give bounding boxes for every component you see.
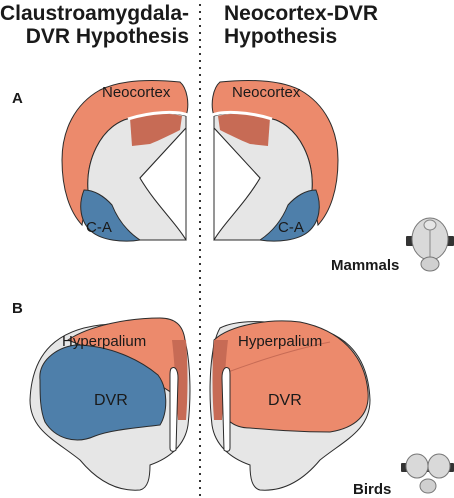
mammal-brain-icon (406, 218, 454, 271)
neocortex-label-right: Neocortex (232, 84, 301, 101)
dvr-label-left: DVR (94, 392, 128, 409)
dvr-label-right: DVR (268, 392, 302, 409)
hyperpallium-label-left: Hyperpalium (62, 333, 146, 350)
bird-brain-left: Hyperpalium DVR (30, 318, 190, 490)
bird-brain-icon (401, 454, 454, 493)
mammal-brain-left: Neocortex C-A (62, 81, 190, 242)
mammal-brain-right: Neocortex C-A (210, 81, 338, 242)
ca-label-left: C-A (86, 219, 112, 236)
hyperpallium-label-right: Hyperpalium (238, 333, 322, 350)
neocortex-label-left: Neocortex (102, 84, 171, 101)
slit-right (222, 367, 230, 451)
bird-brain-right: Hyperpalium DVR (210, 321, 370, 490)
ca-label-right: C-A (278, 219, 304, 236)
slit-left (170, 367, 178, 451)
